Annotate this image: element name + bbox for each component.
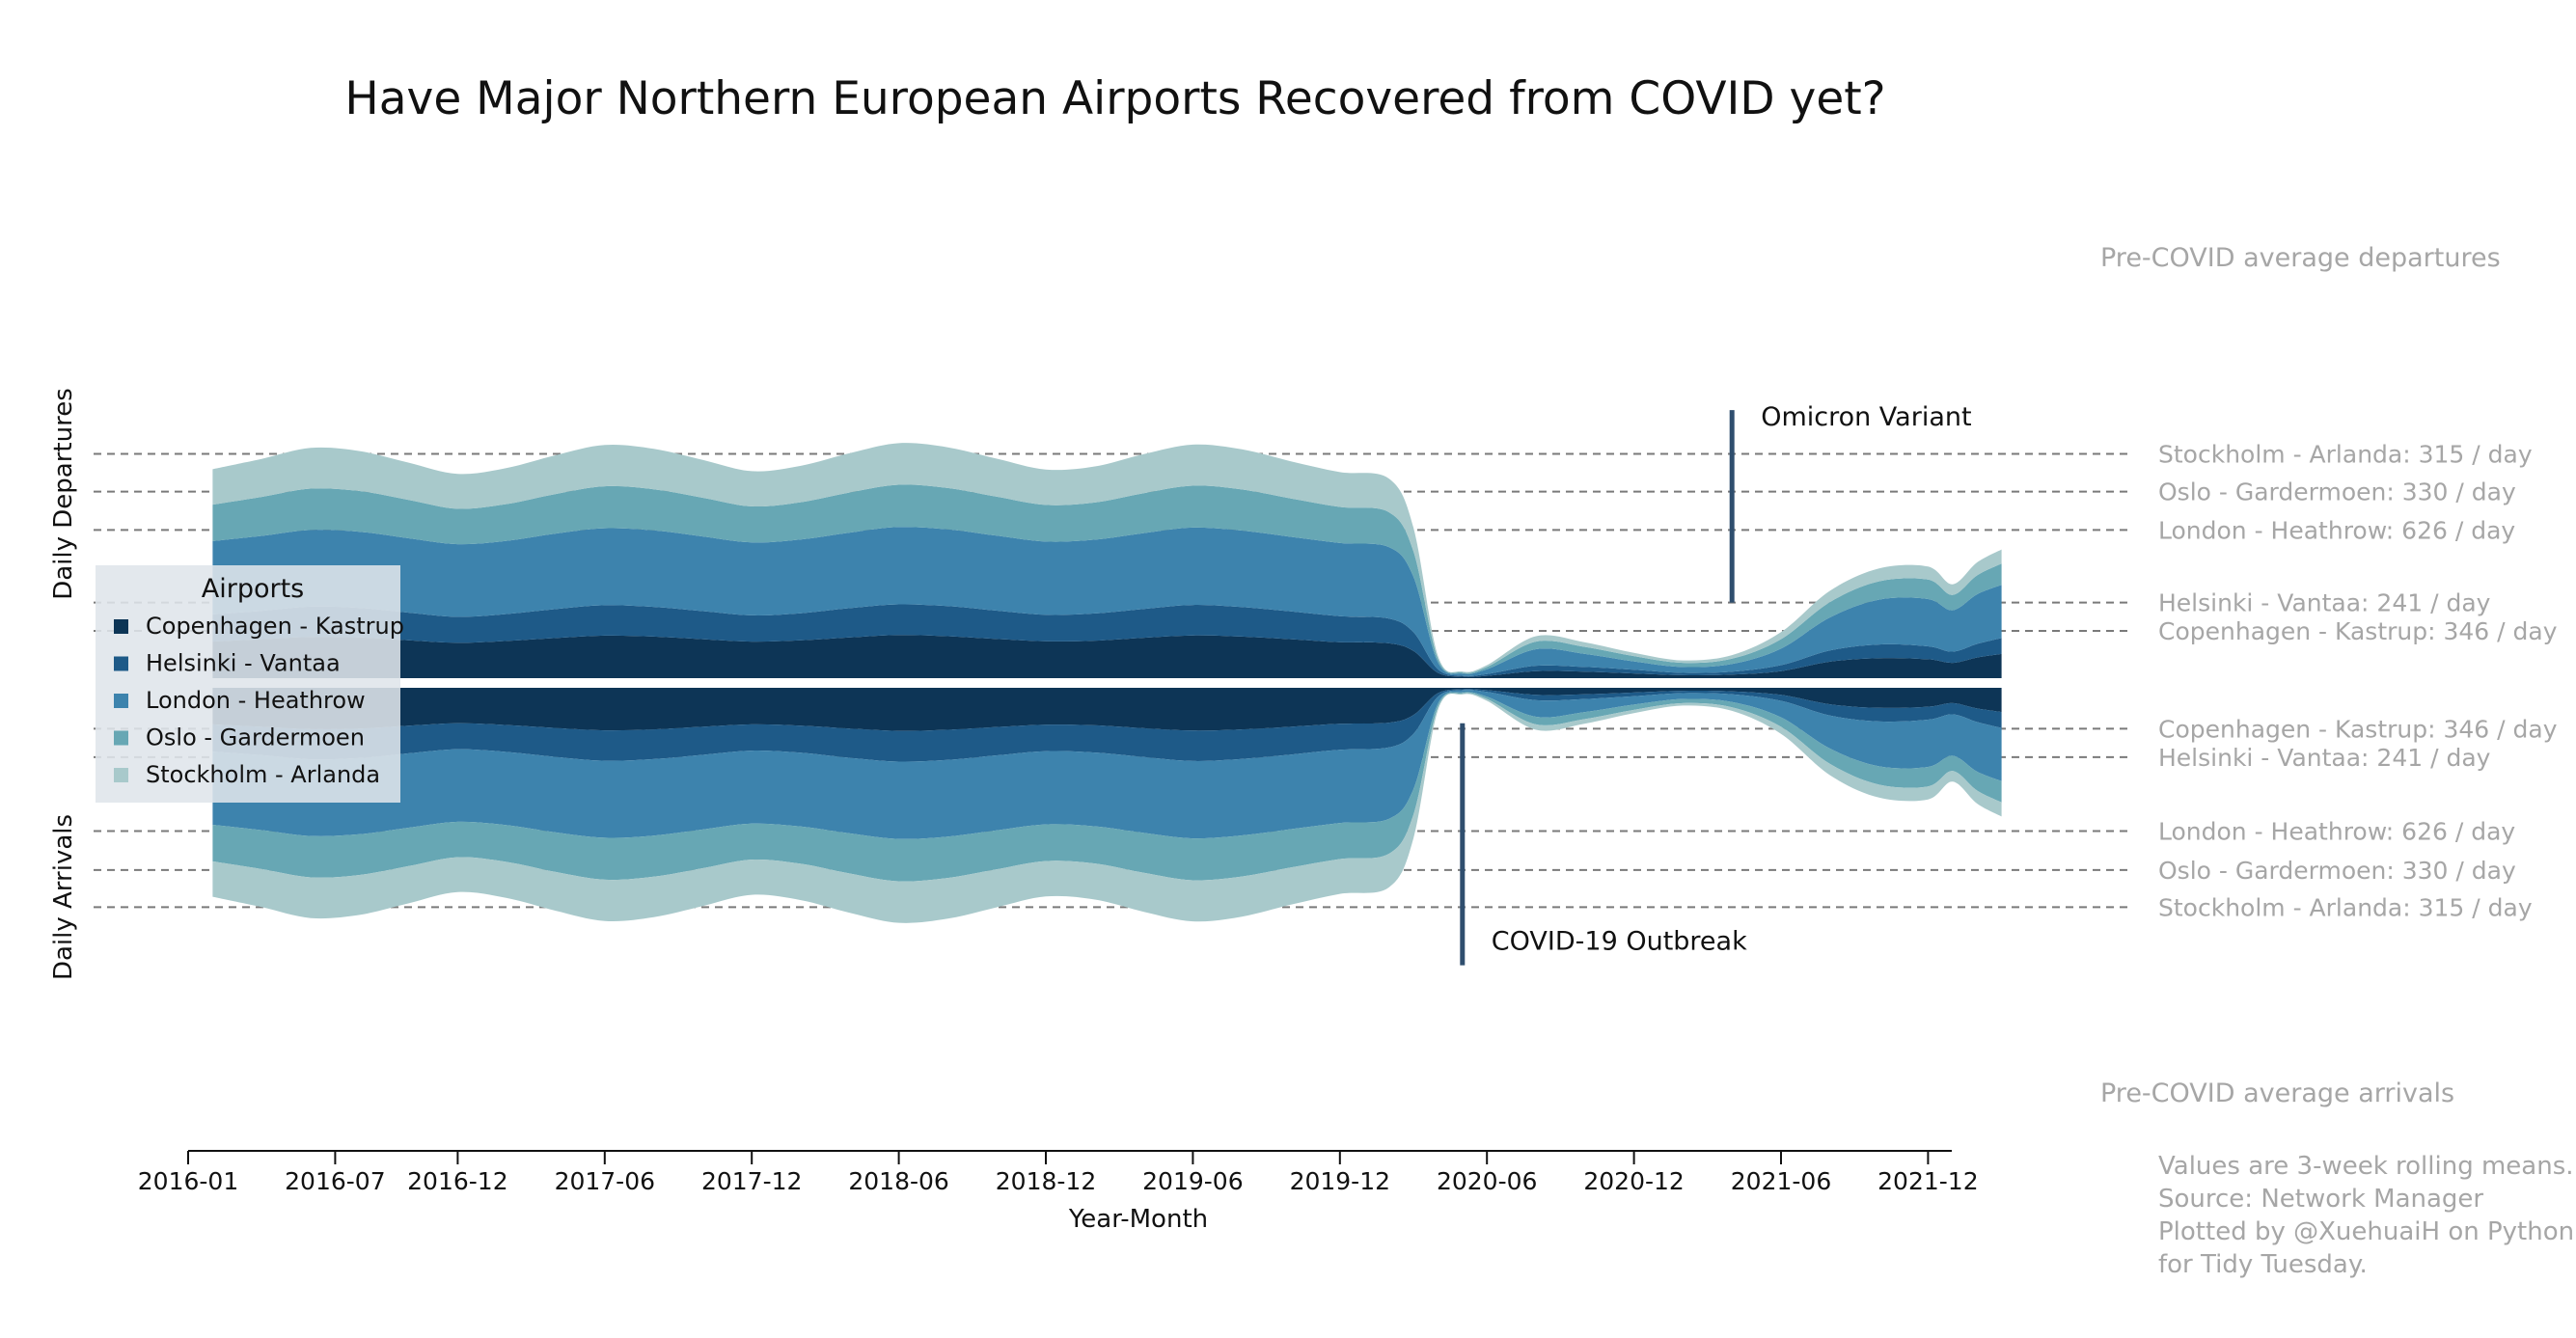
footnote: Values are 3-week rolling means. Source: … — [2158, 1152, 2574, 1279]
x-tick-label: 2019-06 — [1142, 1167, 1243, 1195]
legend-label-london-heathrow: London - Heathrow — [146, 687, 366, 714]
y-axis-label-departures: Daily Departures — [49, 388, 78, 600]
x-tick-label: 2017-12 — [701, 1167, 802, 1195]
arrivals-area-london-heathrow — [212, 690, 2002, 839]
arrivals-reference-label: Copenhagen - Kastrup: 346 / day — [2158, 715, 2558, 743]
footnote-line: Plotted by @XuehuaiH on Python — [2158, 1217, 2574, 1246]
arrivals-reference-header: Pre-COVID average arrivals — [2100, 1079, 2454, 1108]
legend-label-helsinki-vantaa: Helsinki - Vantaa — [146, 650, 341, 677]
x-tick-label: 2016-12 — [407, 1167, 507, 1195]
reference-labels: Pre-COVID average departures Pre-COVID a… — [2100, 243, 2558, 1108]
arrivals-area-oslo-gardermoen — [212, 692, 2002, 882]
legend-swatch-copenhagen-kastrup — [114, 619, 128, 634]
arrivals-reference-label: London - Heathrow: 626 / day — [2158, 817, 2515, 845]
arrivals-area-stockholm-arlanda — [212, 693, 2002, 923]
legend-label-oslo-gardermoen: Oslo - Gardermoen — [146, 724, 365, 751]
departures-area-london-heathrow — [212, 527, 2002, 676]
arrivals-stream — [212, 688, 2002, 923]
departures-reference-header: Pre-COVID average departures — [2100, 243, 2501, 273]
legend-label-copenhagen-kastrup: Copenhagen - Kastrup — [146, 613, 404, 640]
departures-stream — [212, 443, 2002, 678]
x-tick-label: 2021-12 — [1877, 1167, 1978, 1195]
departures-area-copenhagen-kastrup — [212, 635, 2002, 678]
covid-19-outbreak-annotation-label: COVID-19 Outbreak — [1492, 927, 1747, 957]
omicron-variant-annotation-label: Omicron Variant — [1761, 402, 1971, 432]
legend-box — [96, 565, 400, 803]
annotations: Omicron Variant COVID-19 Outbreak — [1460, 402, 1972, 966]
departures-reference-label: Stockholm - Arlanda: 315 / day — [2158, 440, 2533, 468]
legend-swatch-oslo-gardermoen — [114, 730, 128, 746]
arrivals-reference-label: Oslo - Gardermoen: 330 / day — [2158, 857, 2516, 885]
footnote-line: Source: Network Manager — [2158, 1185, 2483, 1214]
x-tick-label: 2020-06 — [1437, 1167, 1537, 1195]
y-axis-label-arrivals: Daily Arrivals — [49, 814, 78, 980]
legend-label-stockholm-arlanda: Stockholm - Arlanda — [146, 761, 380, 788]
legend-swatch-helsinki-vantaa — [114, 656, 128, 671]
legend: Airports Copenhagen - Kastrup Helsinki - … — [96, 565, 404, 803]
x-axis: Year-Month 2016-01 2016-07 2016-12 2017-06 2… — [138, 1150, 1979, 1234]
x-tick-label: 2018-12 — [996, 1167, 1096, 1195]
legend-swatch-stockholm-arlanda — [114, 768, 128, 782]
footnote-line: Values are 3-week rolling means. — [2158, 1152, 2574, 1181]
arrivals-reference-label: Stockholm - Arlanda: 315 / day — [2158, 893, 2533, 921]
departures-area-oslo-gardermoen — [212, 484, 2002, 674]
x-tick-label: 2016-01 — [138, 1167, 238, 1195]
departures-reference-label: Helsinki - Vantaa: 241 / day — [2158, 589, 2491, 617]
departures-area-stockholm-arlanda — [212, 443, 2002, 673]
arrivals-area-helsinki-vantaa — [212, 689, 2002, 762]
departures-reference-label: Copenhagen - Kastrup: 346 / day — [2158, 617, 2558, 645]
chart-title: Have Major Northern European Airports Re… — [344, 72, 1885, 125]
departures-area-helsinki-vantaa — [212, 604, 2002, 677]
x-tick-label: 2020-12 — [1583, 1167, 1684, 1195]
x-axis-label: Year-Month — [1068, 1205, 1208, 1234]
x-tick-label: 2021-06 — [1731, 1167, 1831, 1195]
x-tick-label: 2018-06 — [848, 1167, 948, 1195]
x-tick-label: 2017-06 — [555, 1167, 655, 1195]
departures-reference-label: London - Heathrow: 626 / day — [2158, 516, 2515, 544]
departures-reference-label: Oslo - Gardermoen: 330 / day — [2158, 478, 2516, 506]
x-tick-label: 2016-07 — [285, 1167, 385, 1195]
arrivals-area-copenhagen-kastrup — [212, 688, 2002, 731]
footnote-line: for Tidy Tuesday. — [2158, 1250, 2368, 1279]
legend-swatch-london-heathrow — [114, 694, 128, 708]
x-tick-label: 2019-12 — [1290, 1167, 1390, 1195]
legend-title: Airports — [202, 574, 304, 604]
arrivals-reference-label: Helsinki - Vantaa: 241 / day — [2158, 744, 2491, 772]
panel-separator — [236, 678, 2103, 688]
